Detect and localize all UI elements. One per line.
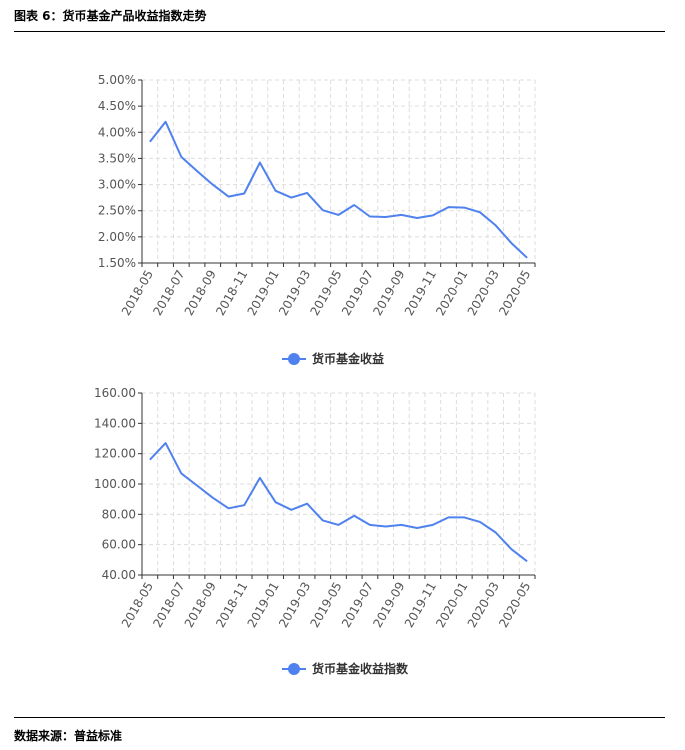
- data-point: [369, 524, 371, 526]
- data-point: [196, 170, 198, 172]
- data-point: [526, 257, 528, 259]
- series-line: [149, 120, 528, 259]
- y-tick-label: 160.00: [94, 386, 136, 400]
- y-tick-label: 5.00%: [98, 73, 136, 87]
- data-point: [212, 496, 214, 498]
- data-point: [369, 215, 371, 217]
- y-tick-label: 80.00: [102, 507, 136, 521]
- data-point: [447, 516, 449, 518]
- data-point: [290, 196, 292, 198]
- data-point: [510, 548, 512, 550]
- data-point: [274, 501, 276, 503]
- data-point: [290, 509, 292, 511]
- data-point: [180, 156, 182, 158]
- legend-marker: [288, 353, 300, 365]
- legend: 货币基金收益: [282, 351, 384, 366]
- data-point: [495, 224, 497, 226]
- data-point: [416, 217, 418, 219]
- data-point: [322, 519, 324, 521]
- legend-marker: [288, 663, 300, 675]
- y-tick-label: 3.00%: [98, 178, 136, 192]
- legend: 货币基金收益指数: [282, 661, 409, 676]
- x-tick-label: 2020-05: [496, 268, 533, 318]
- data-point: [322, 209, 324, 211]
- y-tick-label: 60.00: [102, 538, 136, 552]
- data-point: [227, 195, 229, 197]
- y-tick-label: 100.00: [94, 477, 136, 491]
- data-point: [212, 183, 214, 185]
- data-point: [416, 527, 418, 529]
- data-point: [274, 190, 276, 192]
- y-tick-label: 4.50%: [98, 99, 136, 113]
- data-point: [259, 161, 261, 163]
- data-point: [510, 242, 512, 244]
- index-chart: 40.00 60.00 80.00 100.00 120.00 140.00 160.00 2…: [94, 386, 536, 676]
- data-point: [149, 459, 151, 461]
- data-point: [384, 525, 386, 527]
- data-point: [384, 216, 386, 218]
- data-point: [243, 192, 245, 194]
- data-point: [400, 524, 402, 526]
- data-point: [526, 560, 528, 562]
- data-point: [337, 524, 339, 526]
- data-point: [479, 211, 481, 213]
- legend-label: 货币基金收益: [312, 351, 384, 366]
- figure-title: 图表 6：货币基金产品收益指数走势: [14, 9, 207, 23]
- bottom-rule: [14, 717, 665, 718]
- y-tick-label: 3.50%: [98, 151, 136, 165]
- data-point: [243, 504, 245, 506]
- y-tick-label: 1.50%: [98, 256, 136, 270]
- data-point: [353, 204, 355, 206]
- data-point: [400, 214, 402, 216]
- source-note: 数据来源：普益标准: [14, 729, 123, 743]
- top-rule: [14, 31, 665, 32]
- data-point: [463, 206, 465, 208]
- data-point: [196, 484, 198, 486]
- data-point: [149, 140, 151, 142]
- data-point: [306, 192, 308, 194]
- y-tick-label: 40.00: [102, 568, 136, 582]
- data-point: [227, 507, 229, 509]
- data-point: [353, 515, 355, 517]
- y-tick-label: 2.00%: [98, 230, 136, 244]
- y-tick-label: 4.00%: [98, 125, 136, 139]
- data-point: [306, 503, 308, 505]
- data-point: [495, 531, 497, 533]
- y-tick-label: 140.00: [94, 416, 136, 430]
- data-point: [164, 442, 166, 444]
- data-point: [447, 206, 449, 208]
- y-tick-label: 2.50%: [98, 204, 136, 218]
- legend-label: 货币基金收益指数: [312, 661, 409, 676]
- data-point: [463, 516, 465, 518]
- data-point: [432, 214, 434, 216]
- data-point: [180, 472, 182, 474]
- y-tick-label: 120.00: [94, 447, 136, 461]
- data-point: [164, 121, 166, 123]
- data-point: [337, 214, 339, 216]
- x-tick-label: 2020-05: [496, 580, 533, 630]
- series-line: [149, 442, 528, 563]
- data-point: [432, 524, 434, 526]
- data-point: [479, 521, 481, 523]
- rate-chart: 1.50% 2.00% 2.50% 3.00% 3.50% 4.00% 4.50% 5.00%…: [98, 73, 536, 366]
- data-point: [259, 477, 261, 479]
